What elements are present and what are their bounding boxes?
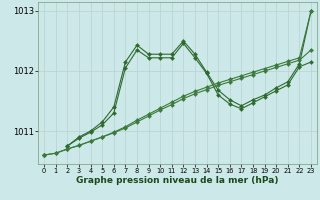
- X-axis label: Graphe pression niveau de la mer (hPa): Graphe pression niveau de la mer (hPa): [76, 176, 279, 185]
